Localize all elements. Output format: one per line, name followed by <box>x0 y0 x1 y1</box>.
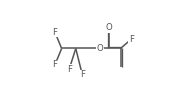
Text: F: F <box>52 28 58 37</box>
Text: F: F <box>129 35 134 44</box>
Text: F: F <box>52 60 58 69</box>
Text: F: F <box>67 65 72 74</box>
Text: O: O <box>106 23 113 32</box>
Text: O: O <box>96 44 103 53</box>
Text: F: F <box>80 70 85 79</box>
